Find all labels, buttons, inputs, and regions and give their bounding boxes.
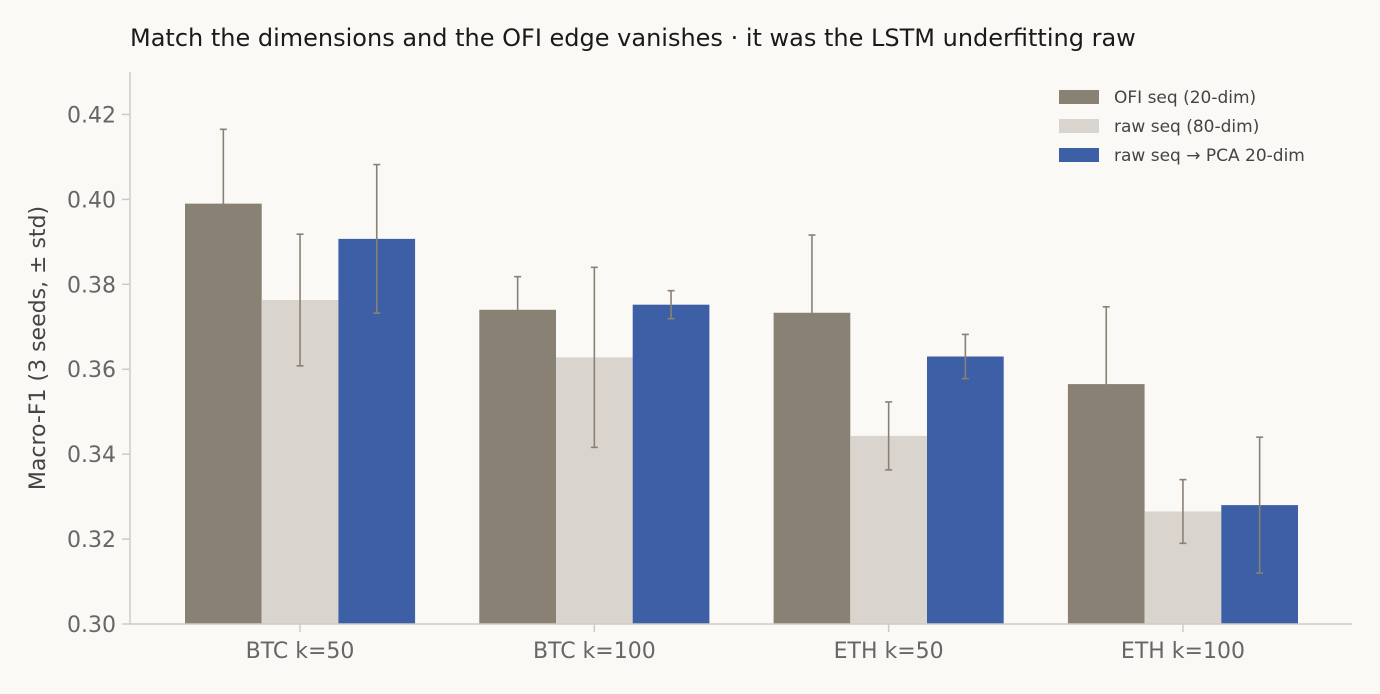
legend-label: raw seq → PCA 20-dim xyxy=(1114,146,1305,166)
bar xyxy=(927,356,1004,624)
chart-title: Match the dimensions and the OFI edge va… xyxy=(130,24,1136,52)
legend-label: raw seq (80-dim) xyxy=(1114,117,1259,137)
legend-swatch xyxy=(1059,119,1099,133)
plot-area: 0.30 0.32 0.34 0.36 0.38 0.40 0.42 BTC k=50 BTC … xyxy=(67,72,1352,664)
legend-label: OFI seq (20-dim) xyxy=(1114,88,1256,108)
y-tick-label: 0.34 xyxy=(67,443,116,468)
bar xyxy=(632,304,710,624)
bar xyxy=(479,309,556,624)
y-tick-label: 0.30 xyxy=(67,613,116,638)
y-tick-label: 0.40 xyxy=(67,188,116,213)
legend-swatch xyxy=(1059,148,1099,162)
legend-swatch xyxy=(1059,90,1099,104)
x-tick-label: BTC k=100 xyxy=(533,639,656,664)
x-tick-label: ETH k=100 xyxy=(1121,639,1245,664)
y-axis-label: Macro-F1 (3 seeds, ± std) xyxy=(26,206,51,490)
y-tick-label: 0.32 xyxy=(67,528,116,553)
y-tick-label: 0.36 xyxy=(67,358,116,383)
x-tick-label: ETH k=50 xyxy=(834,639,944,664)
legend: OFI seq (20-dim) raw seq (80-dim) raw seq … xyxy=(1059,88,1305,166)
y-tick-label: 0.38 xyxy=(67,273,116,298)
x-tick-label: BTC k=50 xyxy=(246,639,355,664)
y-tick-label: 0.42 xyxy=(67,103,116,128)
